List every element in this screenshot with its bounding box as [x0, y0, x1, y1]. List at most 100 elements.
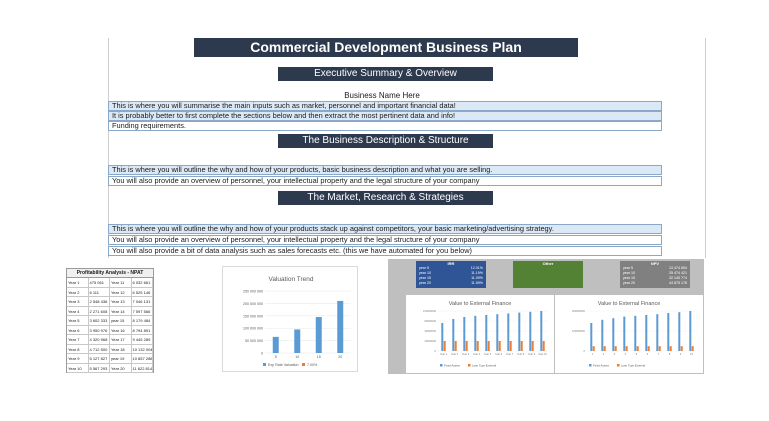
- npv-title: NPV: [650, 261, 660, 266]
- chart-title: Valuation Trend: [268, 276, 313, 283]
- table-cell: 8 179 484: [132, 316, 153, 325]
- bar: [612, 318, 615, 351]
- y-tick-label: 200000000: [572, 309, 586, 313]
- irr-cell: year 20: [419, 281, 431, 285]
- table-cell: 4 320 968: [89, 335, 110, 344]
- x-tick-label: 1: [592, 352, 594, 356]
- finance-panel: IRR year 5 12.01% year 10 11.19% year 15 11.0…: [388, 259, 704, 374]
- table-cell: year 19: [110, 354, 132, 363]
- executive-heading: Executive Summary & Overview: [278, 67, 493, 81]
- table-cell: Year 17: [110, 335, 132, 344]
- right-rule: [705, 38, 706, 258]
- table-cell: Year 4: [67, 306, 89, 315]
- bar: [315, 317, 322, 353]
- irr-cell: 11.19%: [471, 271, 483, 275]
- bar: [337, 300, 344, 353]
- table-cell: 11 622 814: [132, 363, 153, 372]
- y-tick-label: 100000000: [423, 309, 437, 313]
- irr-cell: 11.09%: [471, 276, 483, 280]
- irr-row: year 20 11.59%: [416, 281, 486, 286]
- table-cell: 10 132 004: [132, 344, 153, 353]
- table-cell: 6 525 146: [132, 287, 153, 296]
- market-line-1[interactable]: This is where you will outline the why a…: [108, 224, 662, 234]
- bar: [645, 315, 648, 351]
- bar: [531, 341, 534, 351]
- bar: [678, 312, 681, 351]
- table-cell: Year 12: [110, 287, 132, 296]
- table-cell: year 15: [110, 316, 132, 325]
- npv-cell: year 5: [623, 266, 633, 270]
- x-tick-label: Year 10: [538, 352, 547, 356]
- bar: [647, 346, 650, 351]
- table-cell: 475 061: [89, 278, 110, 287]
- irr-title: IRR: [447, 261, 455, 266]
- x-tick-label: 5: [275, 355, 277, 359]
- x-tick-label: 15: [317, 355, 321, 359]
- business-name-label: Business Name Here: [344, 91, 420, 100]
- table-row: Year 1 475 061 Year 11 6 032 661: [67, 278, 153, 288]
- irr-panel: IRR year 5 12.01% year 10 11.19% year 15 11.0…: [416, 261, 486, 288]
- irr-cell: 11.59%: [471, 281, 483, 285]
- npv-cell: year 15: [623, 276, 635, 280]
- bar: [272, 336, 279, 353]
- business-line-1[interactable]: This is where you will outline the why a…: [108, 165, 662, 175]
- bar: [487, 341, 490, 351]
- legend-label: Fixed Assets: [444, 363, 460, 367]
- legend-swatch: [263, 363, 266, 366]
- table-cell: 2 271 608: [89, 306, 110, 315]
- npv-cell: 44 875 178: [669, 281, 687, 285]
- table-cell: Year 18: [110, 344, 132, 353]
- table-cell: Year 1: [67, 278, 89, 287]
- bar: [669, 346, 672, 351]
- table-cell: 8 794 891: [132, 325, 153, 334]
- external-finance-chart-1-svg: Value to External Finance 100000000 600000…: [423, 301, 548, 367]
- bar: [601, 319, 604, 351]
- bar: [509, 341, 512, 351]
- x-tick-label: Year 3: [462, 352, 470, 356]
- y-tick-label: 200 000 000: [243, 302, 263, 306]
- table-cell: 4 712 500: [89, 344, 110, 353]
- table-cell: Year 14: [110, 306, 132, 315]
- chart-title: Value to External Finance: [598, 301, 661, 307]
- bar: [656, 314, 659, 351]
- business-line-2[interactable]: You will also provide an overview of per…: [108, 176, 662, 186]
- table-cell: Year 13: [110, 297, 132, 306]
- y-tick-label: 50 000 000: [245, 339, 263, 343]
- y-tick-label: 0: [584, 349, 586, 353]
- npv-cell: 32 145 774: [669, 276, 687, 280]
- executive-line-2[interactable]: It is probably better to first complete …: [108, 111, 662, 121]
- external-finance-chart-2-svg: Value to External Finance 200000000 100000…: [572, 301, 697, 367]
- npv-cell: year 10: [623, 271, 635, 275]
- x-tick-label: 9: [680, 352, 682, 356]
- bar: [540, 311, 543, 351]
- page-title: Commercial Development Business Plan: [194, 38, 578, 57]
- y-tick-label: 250 000 000: [243, 290, 263, 294]
- npv-row: year 5 13 474 654: [620, 266, 690, 271]
- bar: [463, 317, 466, 351]
- bar: [498, 341, 501, 351]
- table-cell: Year 11: [110, 278, 132, 287]
- bar: [658, 346, 661, 351]
- x-tick-label: Year 8: [517, 352, 525, 356]
- npv-row: year 20 44 875 178: [620, 281, 690, 286]
- bar: [518, 312, 521, 351]
- market-line-3[interactable]: You will also provide a bit of data anal…: [108, 246, 662, 256]
- legend-swatch: [440, 364, 443, 367]
- bar: [634, 315, 637, 351]
- table-cell: 2 548 436: [89, 297, 110, 306]
- legend-swatch: [468, 364, 471, 367]
- table-cell: 5 127 827: [89, 354, 110, 363]
- irr-row: year 15 11.09%: [416, 276, 486, 281]
- bar: [691, 346, 694, 351]
- executive-line-1[interactable]: This is where you will summarise the mai…: [108, 101, 662, 111]
- executive-line-3[interactable]: Funding requirements.: [108, 121, 662, 131]
- y-tick-label: 60000000: [424, 319, 436, 323]
- market-line-2[interactable]: You will also provide an overview of per…: [108, 235, 662, 245]
- bar: [542, 341, 545, 351]
